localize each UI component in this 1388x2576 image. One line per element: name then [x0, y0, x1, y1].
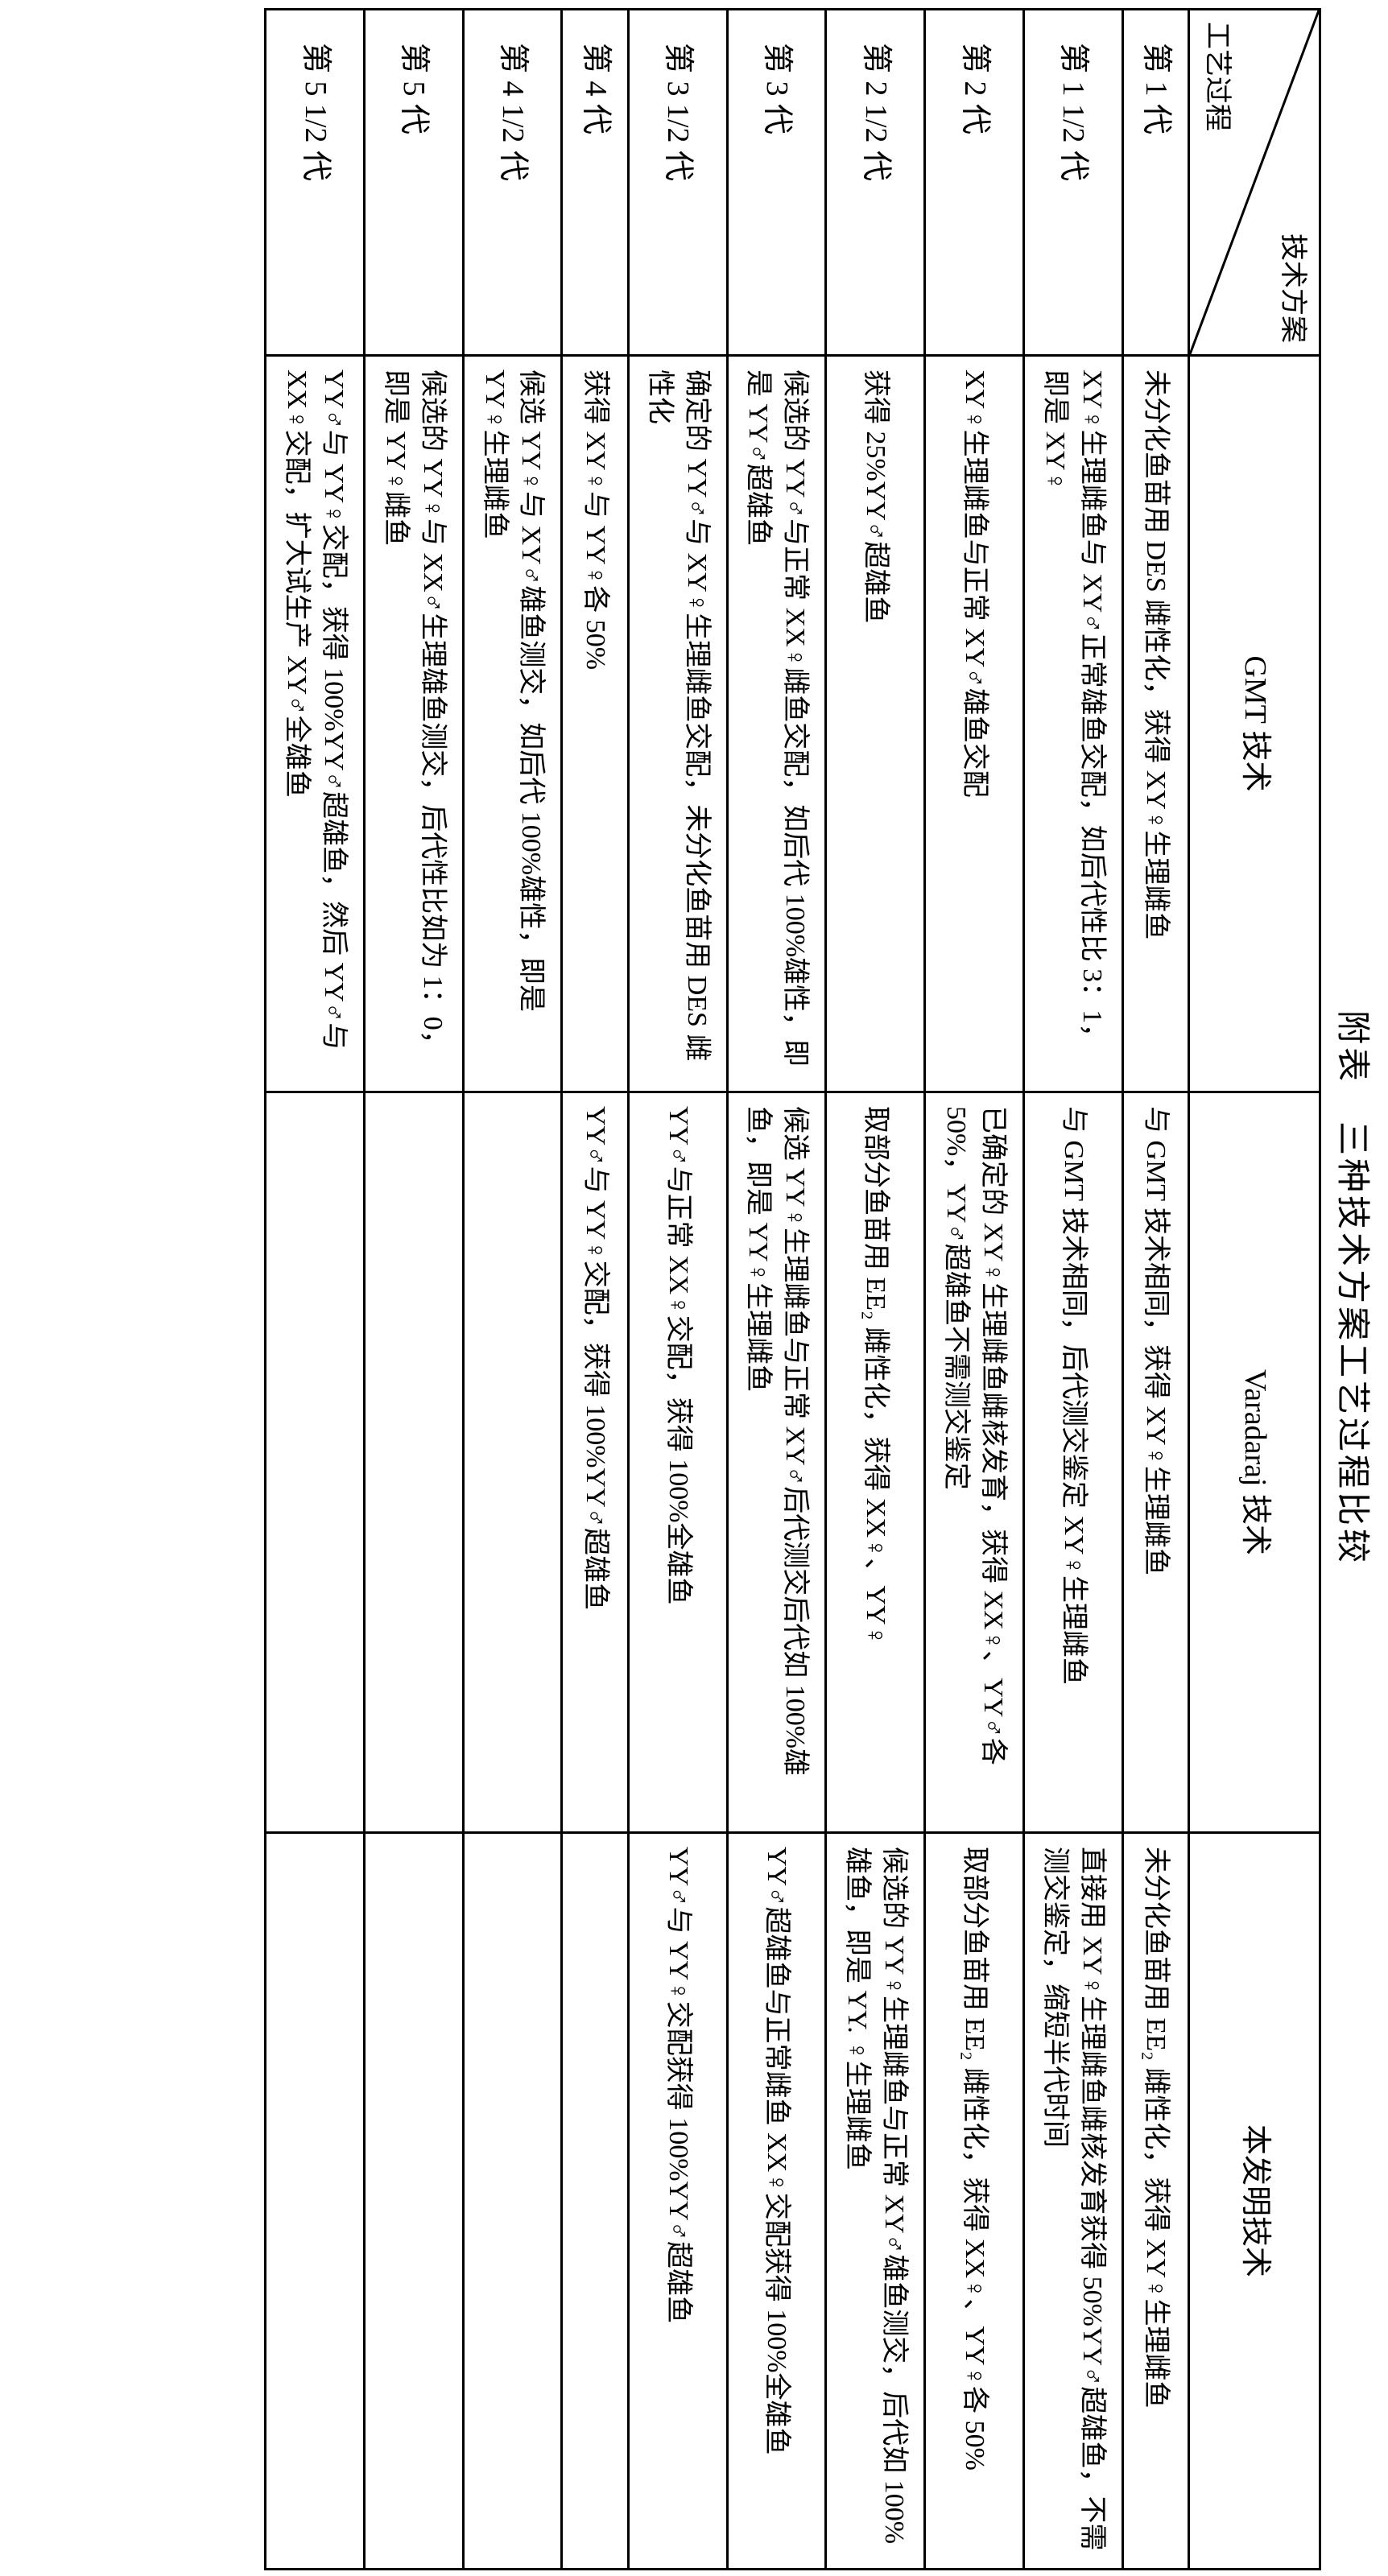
table-row: 第 4 1/2 代候选 YY♀与 XY♂雄鱼测交，如后代 100%雄性，即是 Y…	[463, 10, 562, 2570]
cell-inv: 未分化鱼苗用 EE₂ 雌性化，获得 XY♀生理雌鱼	[1122, 1833, 1188, 2570]
table-body: 第 1 代未分化鱼苗用 DES 雌性化，获得 XY♀生理雌鱼与 GMT 技术相同…	[266, 10, 1189, 2570]
cell-gmt: 候选的 YY♂与正常 XX♀雌鱼交配，如后代 100%雄性，即是 YY♂超雄鱼	[727, 356, 826, 1092]
cell-var: 取部分鱼苗用 EE₂ 雌性化，获得 XX♀、YY♀	[826, 1092, 925, 1833]
cell-inv: 取部分鱼苗用 EE₂ 雌性化，获得 XX♀、YY♀各 50%	[925, 1833, 1024, 2570]
row-time-label: 第 1 1/2 代	[1023, 10, 1122, 356]
comparison-table: 技术方案 工艺过程 GMT 技术 Varadaraj 技术 本发明技术 第 1 …	[264, 8, 1321, 2570]
cell-var: 已确定的 XY♀生理雌鱼雌核发育，获得 XX♀、YY♂各 50%，YY♂超雄鱼不…	[925, 1092, 1024, 1833]
table-row: 第 1 1/2 代XY♀生理雌鱼与 XY♂正常雄鱼交配，如后代性比 3：1，即是…	[1023, 10, 1122, 2570]
table-row: 第 1 代未分化鱼苗用 DES 雌性化，获得 XY♀生理雌鱼与 GMT 技术相同…	[1122, 10, 1188, 2570]
cell-inv	[562, 1833, 628, 2570]
table-row: 第 5 1/2 代YY♂与 YY♀交配，获得 100%YY♂超雄鱼，然后 YY♂…	[266, 10, 365, 2570]
cell-inv: 候选的 YY♀生理雌鱼与正常 XY♂雄鱼测交，后代如 100%雄鱼，即是 YY.…	[826, 1833, 925, 2570]
cell-gmt: 未分化鱼苗用 DES 雌性化，获得 XY♀生理雌鱼	[1122, 356, 1188, 1092]
cell-gmt: 确定的 YY♂与 XY♀生理雌鱼交配，未分化鱼苗用 DES 雌性化	[628, 356, 727, 1092]
cell-inv: YY♂与 YY♀交配获得 100%YY♂超雄鱼	[628, 1833, 727, 2570]
cell-gmt: XY♀生理雌鱼与 XY♂正常雄鱼交配，如后代性比 3：1，即是 XY♀	[1023, 356, 1122, 1092]
table-row: 第 2 代XY♀生理雌鱼与正常 XY♂雄鱼交配已确定的 XY♀生理雌鱼雌核发育，…	[925, 10, 1024, 2570]
cell-var	[266, 1092, 365, 1833]
cell-gmt: 候选的 YY♀与 XX♂生理雄鱼测交，后代性比如为 1：0，即是 YY♀雌鱼	[364, 356, 463, 1092]
header-diagonal-cell: 技术方案 工艺过程	[1189, 10, 1320, 356]
cell-inv: YY♂超雄鱼与正常雌鱼 XX♀交配获得 100%全雄鱼	[727, 1833, 826, 2570]
row-time-label: 第 2 1/2 代	[826, 10, 925, 356]
table-row: 第 3 代候选的 YY♂与正常 XX♀雌鱼交配，如后代 100%雄性，即是 YY…	[727, 10, 826, 2570]
cell-var: YY♂与正常 XX♀交配，获得 100%全雄鱼	[628, 1092, 727, 1833]
page-root: 附表 三种技术方案工艺过程比较 技术方案 工艺过程 GMT 技术 Varadar…	[8, 8, 1380, 2568]
cell-var: 与 GMT 技术相同，后代测交鉴定 XY♀生理雌鱼	[1023, 1092, 1122, 1833]
row-time-label: 第 5 代	[364, 10, 463, 356]
cell-var: YY♂与 YY♀交配，获得 100%YY♂超雄鱼	[562, 1092, 628, 1833]
row-time-label: 第 5 1/2 代	[266, 10, 365, 356]
cell-inv: 直接用 XY♀生理雌鱼雌核发育获得 50%YY♂超雄鱼，不需测交鉴定，缩短半代时…	[1023, 1833, 1122, 2570]
row-time-label: 第 1 代	[1122, 10, 1188, 356]
cell-gmt: XY♀生理雌鱼与正常 XY♂雄鱼交配	[925, 356, 1024, 1092]
cell-var: 与 GMT 技术相同，获得 XY♀生理雌鱼	[1122, 1092, 1188, 1833]
cell-var: 候选 YY♀生理雌鱼与正常 XY♂后代测交后代如 100%雄鱼，即是 YY♀生理…	[727, 1092, 826, 1833]
row-time-label: 第 3 代	[727, 10, 826, 356]
cell-gmt: 获得 25%YY♂超雄鱼	[826, 356, 925, 1092]
table-header-row: 技术方案 工艺过程 GMT 技术 Varadaraj 技术 本发明技术	[1189, 10, 1320, 2570]
header-diag-bottom: 工艺过程	[1198, 22, 1235, 131]
table-row: 第 4 代获得 XY♀与 YY♀各 50%YY♂与 YY♀交配，获得 100%Y…	[562, 10, 628, 2570]
table-row: 第 2 1/2 代获得 25%YY♂超雄鱼取部分鱼苗用 EE₂ 雌性化，获得 X…	[826, 10, 925, 2570]
row-time-label: 第 4 代	[562, 10, 628, 356]
cell-var	[364, 1092, 463, 1833]
row-time-label: 第 3 1/2 代	[628, 10, 727, 356]
table-title: 附表 三种技术方案工艺过程比较	[1331, 8, 1380, 2568]
cell-inv	[266, 1833, 365, 2570]
row-time-label: 第 4 1/2 代	[463, 10, 562, 356]
table-row: 第 3 1/2 代确定的 YY♂与 XY♀生理雌鱼交配，未分化鱼苗用 DES 雌…	[628, 10, 727, 2570]
header-diag-top: 技术方案	[1274, 233, 1311, 343]
cell-gmt: 候选 YY♀与 XY♂雄鱼测交，如后代 100%雄性，即是 YY♀生理雌鱼	[463, 356, 562, 1092]
header-col-gmt: GMT 技术	[1189, 356, 1320, 1092]
cell-gmt: 获得 XY♀与 YY♀各 50%	[562, 356, 628, 1092]
cell-var	[463, 1092, 562, 1833]
cell-gmt: YY♂与 YY♀交配，获得 100%YY♂超雄鱼，然后 YY♂与 XX♀交配，扩…	[266, 356, 365, 1092]
header-col-var: Varadaraj 技术	[1189, 1092, 1320, 1833]
table-row: 第 5 代候选的 YY♀与 XX♂生理雄鱼测交，后代性比如为 1：0，即是 YY…	[364, 10, 463, 2570]
row-time-label: 第 2 代	[925, 10, 1024, 356]
header-col-inv: 本发明技术	[1189, 1833, 1320, 2570]
cell-inv	[463, 1833, 562, 2570]
cell-inv	[364, 1833, 463, 2570]
